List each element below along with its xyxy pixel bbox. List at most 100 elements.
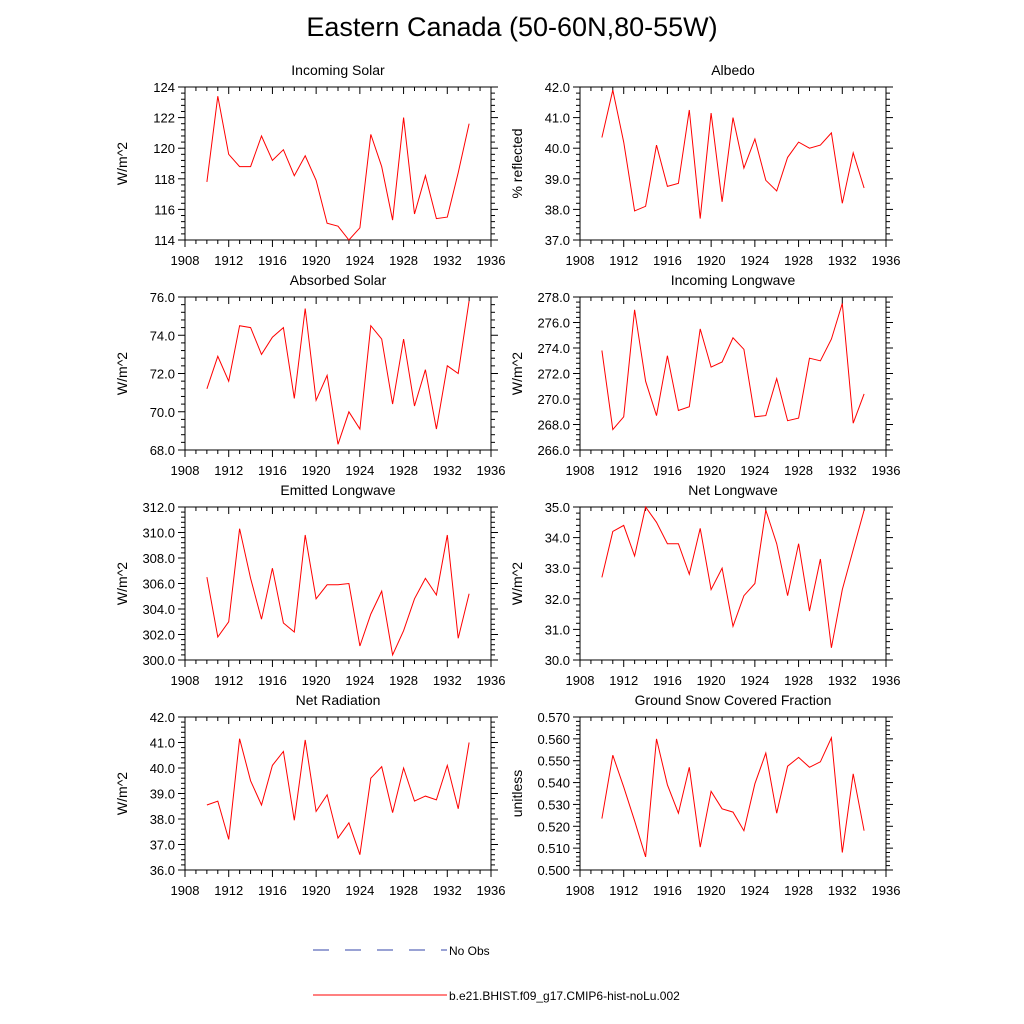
y-tick-label: 0.550: [537, 754, 570, 769]
x-tick-label: 1908: [566, 883, 595, 898]
x-tick-label: 1912: [609, 883, 638, 898]
series-line: [601, 505, 865, 648]
x-tick-label: 1916: [258, 883, 287, 898]
y-tick-label: 270.0: [537, 392, 570, 407]
x-tick-label: 1936: [872, 883, 901, 898]
x-tick-label: 1920: [302, 673, 331, 688]
y-tick-label: 306.0: [142, 577, 175, 592]
y-tick-label: 0.570: [537, 710, 570, 725]
figure-title: Eastern Canada (50-60N,80-55W): [306, 12, 718, 42]
y-axis-label: % reflected: [509, 128, 525, 198]
x-tick-label: 1928: [389, 673, 418, 688]
x-tick-label: 1916: [653, 463, 682, 478]
x-tick-label: 1932: [433, 253, 462, 268]
y-tick-label: 30.0: [545, 653, 570, 668]
y-tick-label: 37.0: [150, 838, 175, 853]
y-tick-label: 41.0: [545, 111, 570, 126]
panel-incoming-longwave: 1908 1912 1916 1920 1924 1928 1932 1936 266.0 268…: [509, 272, 900, 478]
plot-frame: [579, 296, 887, 451]
x-tick-label: 1908: [566, 253, 595, 268]
x-tick-label: 1932: [828, 463, 857, 478]
x-tick-label: 1916: [653, 253, 682, 268]
x-tick-label: 1912: [214, 253, 243, 268]
x-tick-label: 1908: [171, 463, 200, 478]
x-tick-label: 1928: [389, 883, 418, 898]
panel-net-radiation: 1908 1912 1916 1920 1924 1928 1932 1936 36.0 37.0…: [114, 692, 505, 898]
x-tick-label: 1936: [477, 463, 506, 478]
x-tick-label: 1936: [872, 463, 901, 478]
x-tick-label: 1936: [477, 673, 506, 688]
panel-title: Net Longwave: [688, 482, 778, 498]
x-tick-label: 1920: [697, 253, 726, 268]
y-axis-label: W/m^2: [509, 562, 525, 605]
x-tick-label: 1920: [697, 463, 726, 478]
y-tick-label: 274.0: [537, 341, 570, 356]
legend-label-no-obs: No Obs: [449, 944, 490, 958]
plot-frame: [184, 506, 492, 661]
x-tick-label: 1936: [872, 673, 901, 688]
x-tick-label: 1908: [566, 463, 595, 478]
y-tick-label: 266.0: [537, 443, 570, 458]
y-tick-label: 41.0: [150, 736, 175, 751]
y-tick-label: 40.0: [150, 761, 175, 776]
y-tick-label: 68.0: [150, 443, 175, 458]
x-tick-label: 1920: [697, 673, 726, 688]
x-tick-label: 1936: [872, 253, 901, 268]
panel-title: Albedo: [711, 62, 755, 78]
series-line: [206, 738, 470, 855]
x-tick-label: 1928: [784, 883, 813, 898]
panel-ground-snow-covered-fraction: 1908 1912 1916 1920 1924 1928 1932 1936 0.500 0.5…: [509, 692, 900, 898]
y-tick-label: 302.0: [142, 628, 175, 643]
x-tick-label: 1916: [258, 253, 287, 268]
y-tick-label: 0.500: [537, 863, 570, 878]
y-tick-label: 312.0: [142, 500, 175, 515]
legend: No Obs b.e21.BHIST.f09_g17.CMIP6-hist-noL…: [313, 944, 680, 1003]
y-axis-label: unitless: [509, 770, 525, 817]
y-tick-label: 278.0: [537, 290, 570, 305]
x-tick-label: 1932: [433, 883, 462, 898]
x-tick-label: 1912: [609, 673, 638, 688]
y-tick-label: 0.520: [537, 819, 570, 834]
y-tick-label: 0.560: [537, 732, 570, 747]
x-tick-label: 1916: [258, 463, 287, 478]
x-tick-label: 1932: [433, 463, 462, 478]
y-tick-label: 40.0: [545, 141, 570, 156]
y-tick-label: 310.0: [142, 526, 175, 541]
x-tick-label: 1908: [171, 673, 200, 688]
x-tick-label: 1908: [171, 883, 200, 898]
x-tick-label: 1912: [214, 673, 243, 688]
y-tick-label: 276.0: [537, 316, 570, 331]
x-tick-label: 1916: [258, 673, 287, 688]
y-tick-label: 38.0: [150, 812, 175, 827]
x-tick-label: 1924: [740, 883, 769, 898]
panel-emitted-longwave: 1908 1912 1916 1920 1924 1928 1932 1936 300.0 302…: [114, 482, 505, 688]
panel-title: Net Radiation: [296, 692, 381, 708]
y-axis-label: W/m^2: [114, 352, 130, 395]
panel-net-longwave: 1908 1912 1916 1920 1924 1928 1932 1936 30.0 31.0…: [509, 482, 900, 688]
y-tick-label: 39.0: [545, 172, 570, 187]
series-line: [206, 528, 470, 657]
x-tick-label: 1924: [740, 253, 769, 268]
panel-title: Incoming Solar: [291, 62, 385, 78]
y-tick-label: 33.0: [545, 561, 570, 576]
y-tick-label: 36.0: [150, 863, 175, 878]
x-tick-label: 1928: [389, 253, 418, 268]
legend-label-model: b.e21.BHIST.f09_g17.CMIP6-hist-noLu.002: [449, 989, 680, 1003]
y-axis-label: W/m^2: [114, 562, 130, 605]
y-tick-label: 268.0: [537, 418, 570, 433]
x-tick-label: 1924: [345, 253, 374, 268]
x-tick-label: 1912: [214, 463, 243, 478]
panel-title: Emitted Longwave: [280, 482, 395, 498]
y-tick-label: 35.0: [545, 500, 570, 515]
y-tick-label: 42.0: [545, 80, 570, 95]
x-tick-label: 1908: [566, 673, 595, 688]
series-line: [601, 89, 865, 219]
panel-title: Incoming Longwave: [671, 272, 796, 288]
x-tick-label: 1912: [609, 463, 638, 478]
y-tick-label: 308.0: [142, 551, 175, 566]
y-tick-label: 120: [153, 141, 175, 156]
y-tick-label: 0.540: [537, 776, 570, 791]
x-tick-label: 1924: [740, 463, 769, 478]
y-tick-label: 124: [153, 80, 175, 95]
x-tick-label: 1932: [828, 673, 857, 688]
